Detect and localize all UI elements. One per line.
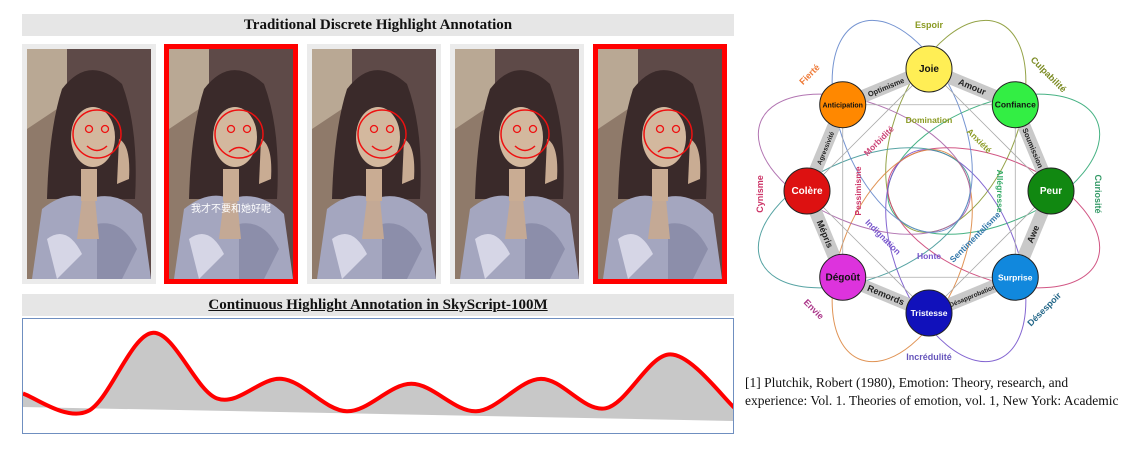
dyad-loop (887, 93, 1101, 235)
secondary-dyad-label: Espoir (915, 20, 944, 30)
emotion-node (819, 81, 867, 129)
mouth-marker (228, 146, 250, 153)
hand (117, 139, 130, 184)
video-frame (307, 44, 441, 284)
hand (688, 139, 701, 184)
emotion-node (1027, 167, 1075, 215)
emotion-node (991, 253, 1039, 301)
mouth-marker (86, 145, 108, 152)
video-frame (22, 44, 156, 284)
dyad-loop (885, 149, 1027, 363)
face-annotation-circle (643, 109, 693, 159)
inner-dyad-label: Domination (906, 115, 953, 125)
secondary-dyad-label: Culpabilité (1029, 55, 1069, 95)
emotion-label: Confiance (995, 100, 1036, 110)
inner-link (928, 190, 1052, 314)
eye-marker (528, 124, 538, 134)
continuous-annotation-title: Continuous Highlight Annotation in SkySc… (22, 294, 734, 316)
inner-dyad-label: Pessimisme (853, 166, 863, 215)
inner-dyad-label: Indignation (863, 217, 902, 256)
frame-subtitle: 我才不要和她好呢 (191, 202, 271, 215)
face-annotation-circle (72, 109, 122, 159)
inner-link (806, 190, 930, 314)
mouth-marker (657, 146, 679, 153)
hand (259, 139, 272, 184)
emotion-node (905, 45, 953, 93)
eye-marker (242, 124, 252, 134)
hand (402, 139, 415, 184)
curve-line (23, 330, 733, 416)
dyad-loop (757, 93, 971, 235)
emotion-label: Joie (919, 64, 939, 75)
highlight-curve-svg (23, 330, 733, 421)
eye-marker (385, 124, 395, 134)
emotion-label: Tristesse (911, 308, 948, 318)
inner-dyad-label: Honte (917, 251, 941, 261)
emotion-label: Peur (1040, 186, 1062, 197)
dyad-loop (831, 149, 973, 363)
discrete-annotation-title: Traditional Discrete Highlight Annotatio… (22, 14, 734, 36)
emotion-label: Surprise (998, 272, 1033, 282)
frame-image (455, 49, 579, 279)
face-annotation-circle (357, 109, 407, 159)
eye-marker (655, 124, 665, 134)
primary-dyad-label: Mépris (815, 219, 835, 250)
secondary-dyad-label: Curiosité (1093, 174, 1103, 213)
video-frame (450, 44, 584, 284)
dyad-loop (757, 147, 971, 289)
inner-link (928, 68, 1052, 192)
secondary-dyad-label: Fierté (797, 62, 821, 86)
face-annotation-circle (214, 109, 264, 159)
dyad-loop (887, 147, 1101, 289)
emotion-node (819, 253, 867, 301)
frame-image (312, 49, 436, 279)
mouth-marker (514, 145, 536, 152)
curve-area (23, 332, 733, 421)
inner-dyad-label: Allégresse (995, 170, 1005, 213)
inner-dyad-label: Sentimentalisme (948, 209, 1003, 264)
frame-image (27, 49, 151, 279)
mouth-marker (371, 145, 393, 152)
emotion-node (991, 81, 1039, 129)
face-annotation-circle (500, 109, 550, 159)
secondary-dyad-label: Envie (802, 297, 826, 321)
hand (545, 139, 558, 184)
secondary-dyad-label: Incrédulité (906, 352, 952, 362)
eye-marker (226, 124, 236, 134)
eye-marker (671, 124, 681, 134)
plutchik-wheel-svg: AmourSoumissionAweDésapprobationRemordsM… (755, 19, 1103, 363)
emotion-label: Anticipation (823, 103, 863, 110)
video-frame-highlighted (593, 44, 727, 284)
emotion-label: Colère (791, 186, 823, 197)
secondary-dyad-label: Désespoir (1025, 290, 1063, 328)
eye-marker (512, 124, 522, 134)
primary-dyad-label: Amour (957, 77, 988, 98)
video-frame-highlighted: 我才不要和她好呢 (164, 44, 298, 284)
frame-image: 我才不要和她好呢 (169, 49, 293, 279)
plutchik-wheel: Amour Soumission Awe Désapprobation Remords M… (752, 16, 1106, 371)
dyad-loop (831, 19, 973, 233)
eye-marker (369, 124, 379, 134)
eye-marker (84, 124, 94, 134)
inner-dyad-label: Morbidité (862, 124, 896, 158)
eye-marker (100, 124, 110, 134)
emotion-label: Dégoût (826, 272, 861, 283)
highlight-curve-chart (22, 318, 734, 434)
citation-text: [1] Plutchik, Robert (1980), Emotion: Th… (745, 375, 1119, 408)
inner-link (806, 68, 930, 192)
emotion-node (783, 167, 831, 215)
dyad-loop (885, 19, 1027, 233)
emotion-node (905, 289, 953, 337)
frame-image (598, 49, 722, 279)
secondary-dyad-label: Cynisme (755, 175, 765, 213)
